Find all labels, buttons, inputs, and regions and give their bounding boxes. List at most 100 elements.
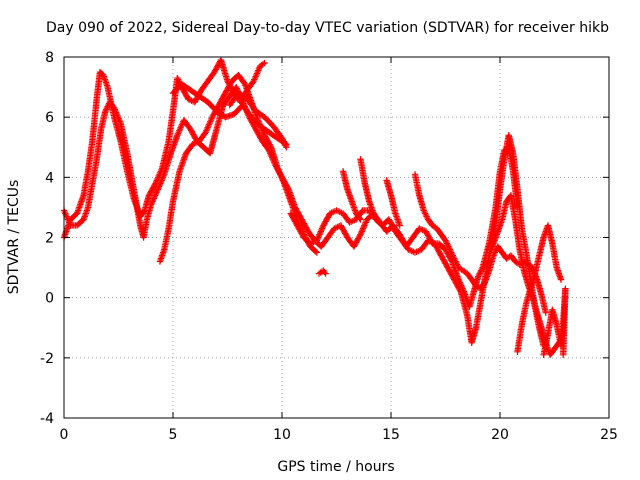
data-point xyxy=(281,140,289,147)
data-point xyxy=(153,189,160,196)
data-point xyxy=(205,121,213,128)
data-point xyxy=(476,270,483,277)
data-point xyxy=(357,229,365,237)
data-point xyxy=(318,225,326,232)
data-point xyxy=(202,129,209,136)
data-point xyxy=(261,59,268,67)
data-point xyxy=(116,118,124,125)
data-point xyxy=(152,190,159,198)
data-point xyxy=(153,187,161,195)
data-point xyxy=(158,177,165,184)
data-point xyxy=(279,177,287,184)
data-point xyxy=(233,85,241,92)
data-point xyxy=(451,255,458,262)
data-point xyxy=(203,126,211,133)
data-point xyxy=(206,119,213,127)
data-point xyxy=(176,126,184,133)
data-point xyxy=(446,246,454,253)
data-point xyxy=(478,265,486,273)
data-point xyxy=(113,110,120,118)
x-tick-label: 0 xyxy=(60,427,69,443)
data-point xyxy=(421,208,428,216)
data-point xyxy=(276,169,283,177)
data-point xyxy=(313,249,321,256)
data-point xyxy=(318,226,325,234)
series-trace-m xyxy=(540,285,569,359)
data-point xyxy=(157,178,165,186)
data-point xyxy=(102,106,110,113)
data-point xyxy=(357,231,364,238)
data-point xyxy=(444,241,451,249)
data-point xyxy=(275,166,282,174)
data-point xyxy=(155,183,163,190)
data-point xyxy=(542,309,549,316)
data-point xyxy=(251,76,258,83)
data-point xyxy=(312,248,319,255)
x-tick-label: 10 xyxy=(273,427,291,443)
data-point xyxy=(178,122,185,130)
data-point xyxy=(419,226,426,234)
data-point xyxy=(370,210,377,217)
data-point xyxy=(277,172,285,180)
data-point xyxy=(115,115,122,122)
data-point xyxy=(207,118,214,125)
data-point xyxy=(240,79,248,86)
data-point xyxy=(448,249,455,256)
data-point xyxy=(64,214,71,222)
data-point xyxy=(447,247,454,255)
data-point xyxy=(421,210,429,217)
y-tick-label: 6 xyxy=(45,110,54,126)
data-point xyxy=(149,198,156,205)
data-point xyxy=(443,238,450,246)
data-point xyxy=(313,237,321,244)
data-point xyxy=(110,104,118,112)
data-point xyxy=(315,232,323,240)
data-point xyxy=(314,234,322,241)
series-trace-g xyxy=(339,168,364,223)
data-point xyxy=(259,60,267,68)
data-point xyxy=(207,116,215,124)
data-point xyxy=(61,208,68,216)
data-point xyxy=(148,201,155,208)
data-point xyxy=(156,181,163,189)
x-axis-label: GPS time / hours xyxy=(277,459,394,475)
data-point xyxy=(233,83,240,91)
data-point xyxy=(362,219,369,226)
x-tick-label: 5 xyxy=(169,427,178,443)
data-point xyxy=(103,104,111,112)
data-point xyxy=(322,270,329,277)
grid-lines xyxy=(64,57,609,418)
data-point xyxy=(475,273,482,280)
data-point xyxy=(314,235,321,243)
data-point xyxy=(251,74,259,82)
data-point xyxy=(104,103,111,110)
data-point xyxy=(423,213,430,220)
data-point xyxy=(319,223,326,231)
chart-title: Day 090 of 2022, Sidereal Day-to-day VTE… xyxy=(46,20,609,36)
data-point xyxy=(445,244,453,252)
data-point xyxy=(317,228,325,235)
data-point xyxy=(277,171,284,178)
data-point xyxy=(253,70,261,77)
data-point xyxy=(112,107,119,115)
data-point xyxy=(557,276,565,283)
data-point xyxy=(149,196,157,204)
data-point xyxy=(204,124,211,131)
data-point xyxy=(330,208,337,216)
data-point xyxy=(174,130,182,137)
data-point xyxy=(475,271,483,279)
data-point xyxy=(114,112,121,119)
series-trace-n xyxy=(315,267,329,277)
data-point xyxy=(396,222,403,229)
axis-ticks: 0 5 10 15 20 25 -4 -2 0 2 4 6 8 xyxy=(40,50,618,443)
data-point xyxy=(492,247,499,255)
series-trace-i xyxy=(383,177,403,229)
data-point xyxy=(159,175,166,183)
data-point xyxy=(64,216,72,223)
data-point xyxy=(456,287,464,294)
data-point xyxy=(174,132,181,139)
data-point xyxy=(450,253,457,261)
data-point xyxy=(176,127,183,134)
x-tick-label: 20 xyxy=(491,427,509,443)
